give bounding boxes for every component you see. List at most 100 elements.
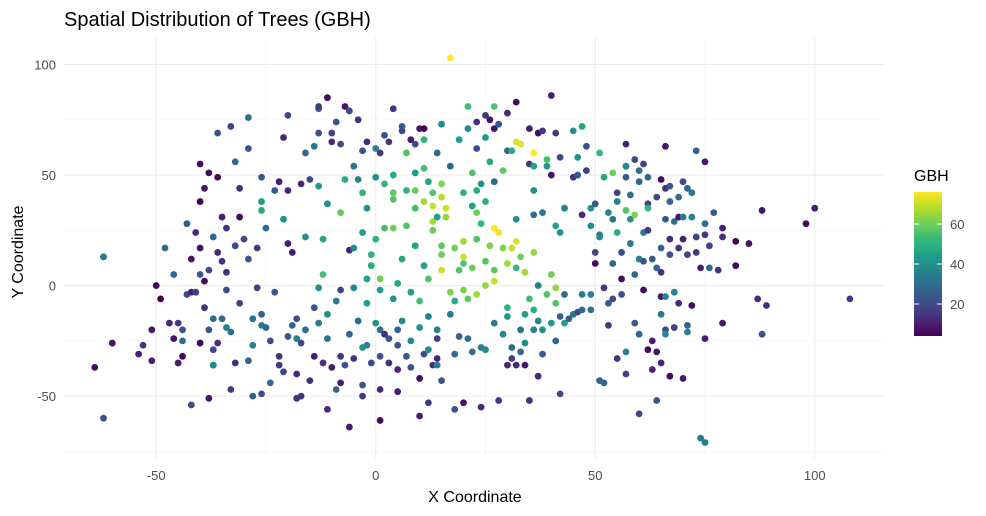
tree-point — [214, 249, 222, 256]
tree-point — [315, 129, 323, 137]
tree-point — [381, 180, 388, 188]
tree-point — [429, 226, 437, 234]
tree-point — [547, 171, 555, 179]
tree-point — [460, 237, 467, 245]
tree-point — [262, 324, 270, 331]
tree-point — [376, 149, 384, 157]
tree-point — [236, 213, 244, 221]
tree-point — [530, 149, 538, 157]
tree-point — [679, 375, 687, 382]
tree-point — [618, 291, 625, 298]
tree-point — [394, 341, 402, 349]
tree-point — [389, 189, 397, 197]
tree-point — [675, 299, 683, 307]
tree-point — [403, 222, 410, 230]
tree-point — [214, 173, 222, 181]
tree-point — [394, 279, 402, 287]
tree-point — [148, 326, 156, 334]
tree-point — [473, 291, 481, 298]
tree-point — [556, 229, 564, 236]
tree-point — [719, 233, 726, 241]
tree-point — [692, 147, 700, 155]
tree-point — [394, 326, 402, 334]
tree-point — [192, 229, 200, 236]
y-axis-title: Y Coordinate — [10, 205, 27, 298]
legend-tick-label: 20 — [950, 297, 964, 312]
tree-point — [455, 333, 463, 340]
tree-point — [609, 295, 617, 303]
tree-point — [345, 107, 353, 115]
tree-point — [802, 220, 810, 228]
tree-point — [337, 140, 344, 148]
tree-point — [420, 165, 428, 172]
tree-point — [521, 268, 529, 276]
tree-point — [596, 233, 604, 241]
tree-point — [705, 264, 713, 272]
tree-point — [227, 123, 235, 130]
tree-point — [438, 193, 445, 201]
tree-point — [662, 142, 669, 150]
tree-point — [332, 386, 340, 393]
tree-point — [605, 321, 612, 329]
tree-point — [187, 401, 195, 409]
tree-point — [359, 392, 366, 400]
tree-point — [605, 299, 612, 307]
tree-point — [640, 286, 647, 294]
chart-title: Spatial Distribution of Trees (GBH) — [64, 9, 371, 31]
tree-point — [701, 335, 709, 343]
y-tick-label: -50 — [37, 389, 56, 404]
tree-point — [605, 209, 612, 217]
tree-point — [372, 173, 380, 181]
tree-point — [249, 315, 257, 323]
tree-point — [363, 341, 371, 349]
legend-title: GBH — [914, 168, 949, 185]
tree-point — [464, 125, 472, 133]
tree-point — [490, 178, 498, 186]
tree-point — [648, 255, 656, 263]
tree-point — [618, 275, 625, 283]
tree-point — [201, 304, 208, 312]
tree-point — [258, 198, 265, 205]
tree-point — [306, 377, 314, 385]
tree-point — [666, 198, 674, 205]
tree-point — [425, 346, 432, 354]
tree-point — [170, 335, 178, 343]
tree-point — [525, 295, 533, 303]
tree-point — [363, 275, 371, 283]
x-tick-label: 100 — [804, 468, 826, 483]
tree-point — [420, 350, 428, 358]
tree-point — [209, 233, 217, 241]
legend-tick-label: 40 — [950, 257, 964, 272]
tree-point — [618, 249, 625, 256]
tree-point — [473, 118, 481, 126]
tree-point — [315, 182, 323, 190]
tree-point — [446, 162, 454, 170]
tree-point — [372, 235, 380, 243]
tree-point — [468, 169, 476, 177]
tree-point — [701, 220, 709, 228]
tree-point — [521, 339, 529, 347]
tree-point — [622, 162, 630, 170]
y-tick-label: 0 — [49, 279, 56, 294]
legend-ticks: 20 40 60 — [914, 217, 964, 312]
tree-point — [411, 187, 419, 194]
tree-point — [253, 284, 261, 292]
tree-point — [600, 379, 608, 387]
tree-point — [468, 264, 476, 272]
tree-point — [258, 390, 265, 398]
tree-point — [754, 295, 762, 303]
tree-point — [499, 244, 507, 252]
tree-point — [609, 169, 617, 177]
tree-point — [670, 288, 678, 296]
tree-point — [244, 114, 252, 121]
tree-point — [648, 366, 656, 373]
x-axis-ticks: -50 0 50 100 — [147, 468, 826, 483]
tree-point — [411, 169, 419, 177]
tree-point — [591, 260, 599, 267]
tree-point — [569, 127, 577, 135]
tree-point — [512, 215, 520, 223]
tree-point — [701, 439, 709, 446]
tree-point — [719, 319, 726, 327]
tree-point — [363, 138, 371, 146]
tree-point — [244, 145, 252, 152]
